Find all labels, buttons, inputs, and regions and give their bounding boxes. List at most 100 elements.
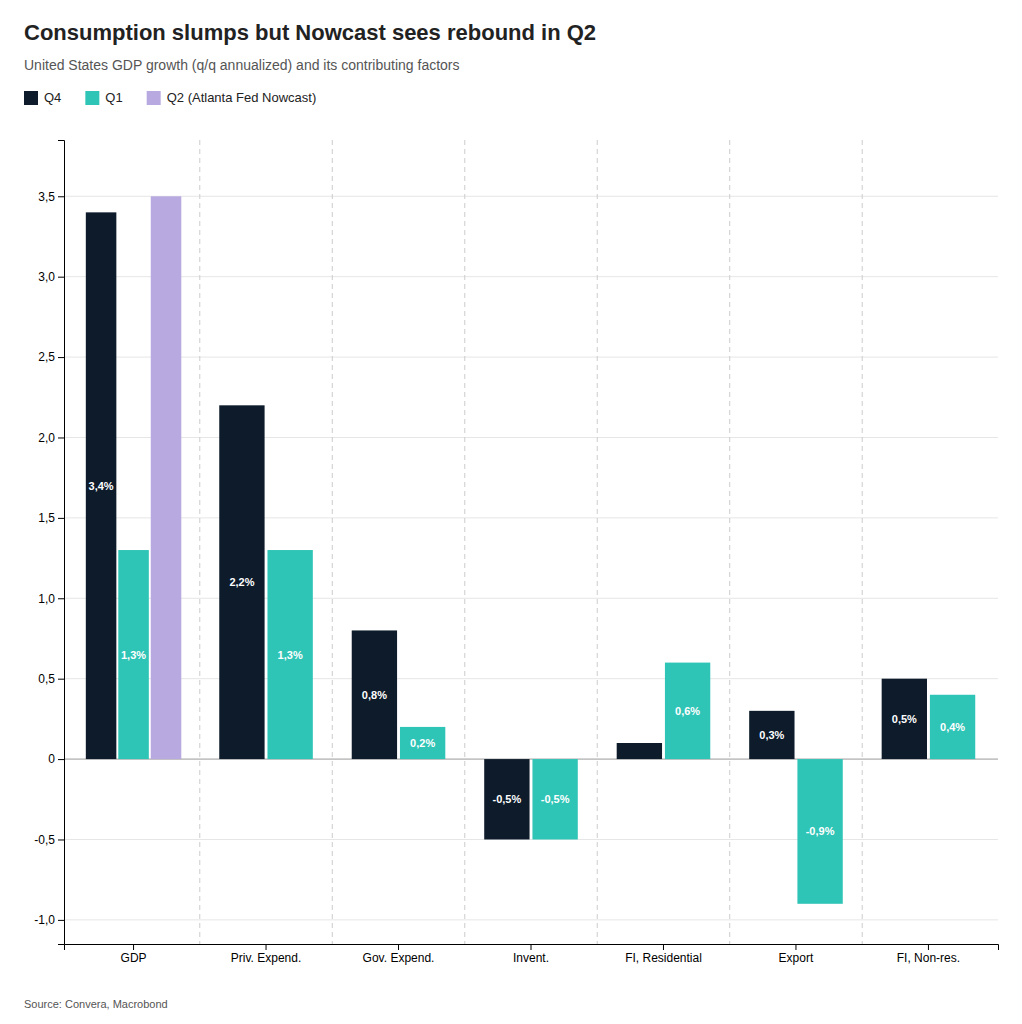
bar: [532, 759, 577, 839]
data-label: 0,3%: [759, 729, 784, 741]
separator: [332, 140, 333, 944]
y-tick: 0: [48, 752, 64, 766]
bar: [118, 550, 149, 759]
y-tick-label: 2,5: [38, 350, 55, 364]
y-tick: 1,0: [38, 592, 64, 606]
legend-item: Q2 (Atlanta Fed Nowcast): [147, 90, 317, 105]
x-axis: GDP Priv. Expend. Gov. Expend. Invent. FI, R…: [65, 944, 999, 965]
legend-label: Q4: [44, 90, 61, 105]
bar: [882, 679, 927, 759]
y-tick-label: 1,5: [38, 511, 55, 525]
chart: Consumption slumps but Nowcast sees rebo…: [0, 0, 1022, 1024]
data-label: 0,6%: [675, 705, 700, 717]
separator: [729, 140, 730, 944]
y-tick: 2,5: [38, 350, 64, 364]
bar: [617, 743, 662, 759]
bar: [665, 663, 710, 759]
data-label: -0,5%: [493, 793, 522, 805]
y-tick-label: 3,0: [38, 270, 55, 284]
data-label: 0,5%: [892, 713, 917, 725]
x-tick-label: Gov. Expend.: [363, 951, 435, 965]
data-label: 1,3%: [121, 649, 146, 661]
grid: [64, 196, 998, 920]
y-tick: -1,0: [34, 913, 64, 927]
bar: [930, 695, 975, 759]
bar: [749, 711, 794, 759]
data-label: 1,3%: [278, 649, 303, 661]
x-tick: Gov. Expend.: [363, 944, 435, 965]
legend: Q4 Q1 Q2 (Atlanta Fed Nowcast): [24, 90, 316, 105]
x-axis-line: [65, 945, 999, 951]
grid-line: [64, 437, 998, 438]
y-tick-mark: [58, 598, 64, 599]
y-axis-line: [58, 141, 65, 945]
x-tick: Priv. Expend.: [231, 944, 301, 965]
bar: [219, 405, 264, 759]
y-tick-mark: [58, 437, 64, 438]
separator: [464, 140, 465, 944]
y-tick-label: 3,5: [38, 190, 55, 204]
legend-swatch: [147, 91, 161, 105]
y-tick-mark: [58, 518, 64, 519]
legend-item: Q4: [24, 90, 61, 105]
x-tick: Export: [779, 944, 814, 965]
y-tick-mark: [58, 839, 64, 840]
data-label: -0,9%: [806, 825, 835, 837]
x-tick-label: Invent.: [513, 951, 549, 965]
legend-label: Q2 (Atlanta Fed Nowcast): [167, 90, 317, 105]
legend-swatch: [24, 91, 38, 105]
y-tick: -0,5: [34, 833, 64, 847]
data-label: 3,4%: [89, 480, 114, 492]
y-tick-label: -0,5: [34, 833, 55, 847]
x-tick-mark: [531, 944, 532, 950]
separator: [597, 140, 598, 944]
y-tick-label: 2,0: [38, 431, 55, 445]
y-tick: 0,5: [38, 672, 64, 686]
bar: [86, 212, 117, 759]
data-label: 0,2%: [410, 737, 435, 749]
y-tick-mark: [58, 277, 64, 278]
x-tick: Invent.: [513, 944, 549, 965]
separators: [200, 140, 862, 944]
x-tick-label: FI, Residential: [625, 951, 702, 965]
x-tick-mark: [266, 944, 267, 950]
bar: [267, 550, 312, 759]
y-tick-label: 0,5: [38, 672, 55, 686]
y-tick: 1,5: [38, 511, 64, 525]
grid-line: [64, 678, 998, 679]
plot: 3,4%1,3%2,2%1,3%0,8%0,2%-0,5%-0,5%0,6%0,…: [34, 140, 998, 965]
separator: [199, 140, 200, 944]
grid-line: [64, 919, 998, 920]
grid-line: [64, 598, 998, 599]
y-tick-label: -1,0: [34, 913, 55, 927]
legend-item: Q1: [85, 90, 122, 105]
y-axis: -1,0 -0,5 0 0,5 1,0 1,5 2,0 2,5 3,0 3,5: [34, 141, 64, 945]
y-tick-mark: [58, 357, 64, 358]
x-tick-mark: [795, 944, 796, 950]
y-tick: 3,0: [38, 270, 64, 284]
x-tick: FI, Non-res.: [897, 944, 960, 965]
x-tick-mark: [398, 944, 399, 950]
subtitle: United States GDP growth (q/q annualized…: [24, 57, 460, 73]
zero-line: [64, 759, 998, 760]
title: Consumption slumps but Nowcast sees rebo…: [24, 20, 596, 45]
x-tick-label: GDP: [121, 951, 147, 965]
x-tick-label: FI, Non-res.: [897, 951, 960, 965]
x-tick: FI, Residential: [625, 944, 702, 965]
bar: [797, 759, 842, 904]
y-tick-label: 0: [48, 752, 55, 766]
data-label: 0,8%: [362, 689, 387, 701]
separator: [862, 140, 863, 944]
y-tick-mark: [58, 679, 64, 680]
bar: [352, 630, 397, 759]
annotation: Source: Convera, Macrobond: [24, 998, 168, 1010]
grid-line: [64, 196, 998, 197]
grid-line: [64, 276, 998, 277]
x-tick-label: Priv. Expend.: [231, 951, 301, 965]
data-label: 0,4%: [940, 721, 965, 733]
legend-label: Q1: [105, 90, 122, 105]
y-tick-label: 1,0: [38, 592, 55, 606]
data-label: 2,2%: [229, 576, 254, 588]
y-tick-mark: [58, 759, 64, 760]
bar: [484, 759, 529, 839]
